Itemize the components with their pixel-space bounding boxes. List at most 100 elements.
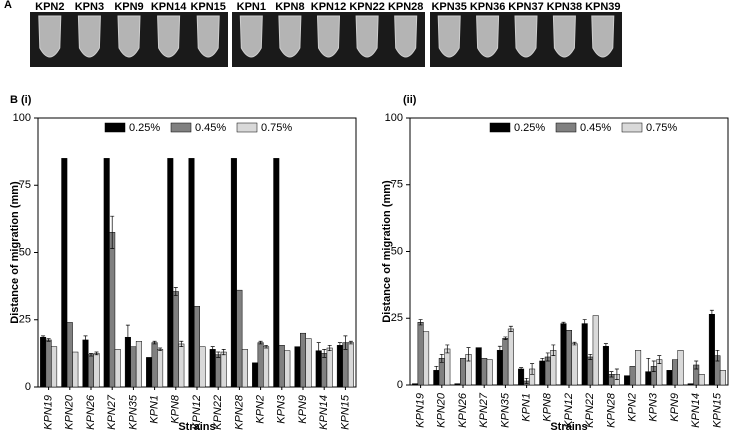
legend-label: 0.75%: [261, 122, 292, 134]
error-bar: [343, 335, 348, 350]
x-tick-label: KPN22: [212, 395, 224, 430]
tube-label: KPN12: [311, 1, 346, 13]
bar: [167, 158, 174, 388]
bar: [475, 347, 482, 386]
error-bar: [694, 360, 699, 370]
error-bar: [588, 353, 593, 360]
bar: [444, 348, 451, 386]
bar: [698, 374, 705, 386]
tube: [196, 15, 220, 58]
tube: [38, 15, 62, 58]
error-bar: [519, 367, 524, 371]
x-tick-label: KPN3: [276, 394, 288, 424]
legend-label: 0.25%: [129, 122, 160, 134]
x-tick-label: KPN8: [542, 392, 554, 422]
bar: [347, 342, 354, 388]
bar: [157, 349, 164, 388]
bar: [61, 158, 68, 388]
tube-label: KPN35: [431, 1, 466, 13]
tube: [278, 15, 302, 58]
error-bar: [439, 353, 444, 363]
y-tick-label: 0: [397, 379, 403, 391]
error-bar: [152, 340, 157, 345]
tube-label: KPN22: [349, 1, 384, 13]
tube: [552, 15, 576, 58]
bar: [66, 322, 73, 388]
x-tick-label: KPN15: [339, 394, 351, 430]
bar: [263, 346, 270, 388]
tube: [117, 15, 141, 58]
y-tick-label: 100: [13, 112, 31, 124]
bar: [209, 349, 216, 388]
tube: [476, 15, 500, 58]
error-bar: [524, 377, 529, 385]
bar: [172, 291, 179, 388]
tube-label: KPN3: [75, 1, 104, 13]
bar: [252, 362, 259, 388]
error-bar: [657, 355, 662, 364]
error-bar: [216, 351, 221, 358]
legend-label: 0.25%: [514, 122, 545, 134]
legend-swatch: [621, 122, 643, 133]
bar: [423, 331, 430, 386]
bar: [284, 350, 291, 388]
bar: [51, 346, 58, 388]
bar: [581, 323, 588, 386]
legend-label: 0.45%: [195, 122, 226, 134]
bar: [502, 338, 509, 386]
bar: [93, 353, 100, 388]
x-tick-label: KPN19: [415, 393, 427, 428]
x-tick-label: KPN35: [499, 392, 511, 428]
error-bar: [434, 365, 439, 375]
bar: [460, 358, 466, 386]
bar: [687, 383, 694, 386]
error-bar: [94, 351, 99, 356]
error-bar: [83, 335, 88, 345]
bar: [518, 368, 525, 386]
error-bar: [466, 347, 471, 362]
bar: [454, 383, 461, 386]
tube: [239, 15, 263, 58]
tube-label: KPN38: [547, 1, 582, 13]
bar: [602, 346, 609, 386]
y-tick-label: 50: [19, 246, 31, 258]
error-bar: [646, 357, 651, 386]
y-axis-label: Distance of migration (mm): [9, 181, 21, 324]
bar: [305, 338, 312, 388]
x-tick-label: KPN8: [170, 394, 182, 424]
x-tick-label: KPN19: [43, 395, 55, 430]
error-bar: [348, 340, 353, 345]
bar: [130, 346, 137, 388]
bar: [539, 360, 546, 386]
tube-label: KPN9: [114, 1, 143, 13]
error-bar: [221, 348, 226, 356]
legend-swatch: [236, 122, 258, 133]
bar: [199, 346, 206, 388]
bar: [417, 322, 424, 386]
bar: [230, 158, 237, 388]
x-tick-label: KPN1: [149, 395, 161, 424]
tube-label: KPN15: [190, 1, 225, 13]
error-bar: [614, 368, 619, 381]
x-tick-label: KPN9: [669, 393, 681, 422]
bar: [571, 343, 578, 386]
bar: [592, 315, 599, 386]
tube-label: KPN36: [470, 1, 505, 13]
error-bar: [540, 357, 545, 364]
error-bar: [445, 344, 450, 354]
x-axis-label: Strains: [178, 421, 215, 433]
tube-label: KPN37: [508, 1, 543, 13]
error-bar: [545, 352, 550, 362]
bar: [257, 342, 264, 388]
bar: [114, 349, 121, 388]
x-tick-label: KPN22: [584, 393, 596, 428]
x-tick-label: KPN14: [318, 395, 330, 430]
bar: [507, 328, 514, 386]
legend-swatch: [489, 122, 511, 133]
error-bar: [582, 319, 587, 328]
error-bar: [503, 336, 508, 340]
error-bar: [497, 345, 502, 355]
legend-swatch: [170, 122, 192, 133]
bar: [215, 354, 222, 388]
error-bar: [327, 344, 332, 352]
